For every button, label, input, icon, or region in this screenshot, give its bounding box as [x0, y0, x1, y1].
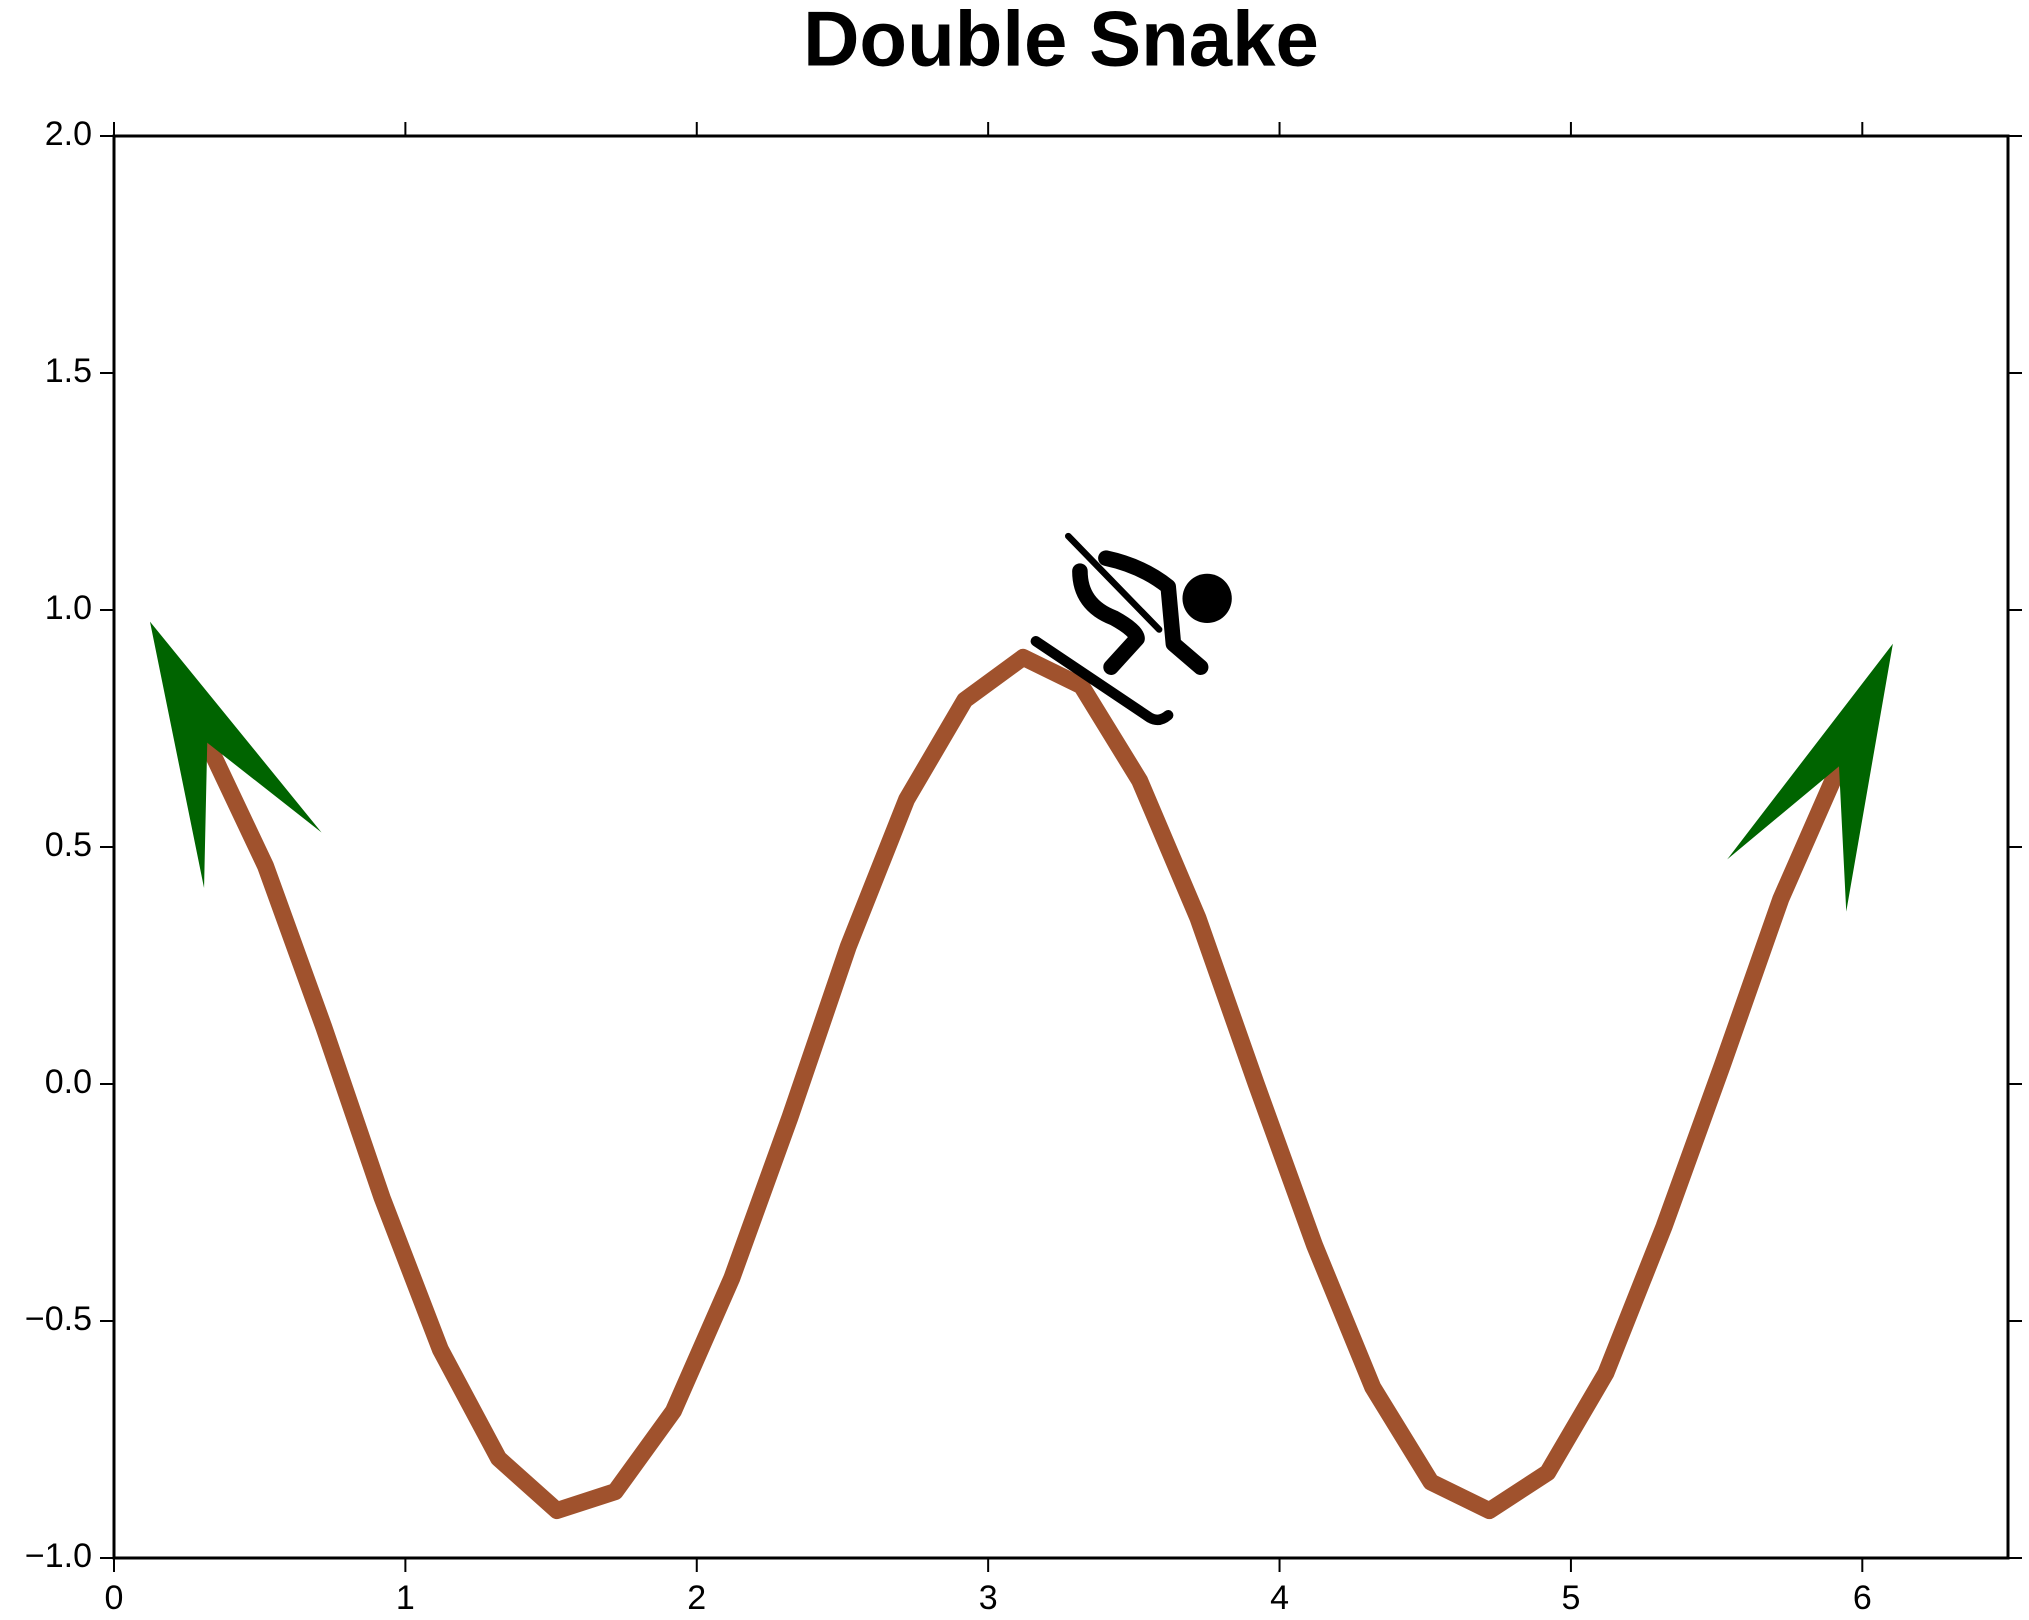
- x-tick-label: 2: [687, 1579, 706, 1617]
- x-tick-label: 3: [979, 1579, 998, 1617]
- arrow-head: [1727, 643, 1893, 912]
- y-tick-label: 0.0: [45, 1063, 92, 1101]
- y-tick-label: 1.0: [45, 589, 92, 627]
- data-line: [199, 648, 1847, 1520]
- plot-area: 0 1 2 3 4 5 6 −1.0 −0.5 0.0 0.5 1.0 1.5 2.0: [25, 115, 2022, 1617]
- chart-title: Double Snake: [803, 0, 1319, 83]
- y-tick-label: 0.5: [45, 826, 92, 864]
- y-tick-label: −1.0: [25, 1537, 92, 1575]
- y-tick-label: 2.0: [45, 115, 92, 153]
- x-tick-label: 6: [1853, 1579, 1872, 1617]
- x-tick-label: 4: [1270, 1579, 1289, 1617]
- y-tick-label: −0.5: [25, 1300, 92, 1338]
- y-tick-label: 1.5: [45, 352, 92, 390]
- x-tick-label: 1: [396, 1579, 415, 1617]
- plot-frame: [112, 134, 2010, 1560]
- x-tick-label: 0: [105, 1579, 124, 1617]
- skier-icon: [1030, 532, 1232, 726]
- arrow-head: [149, 621, 322, 889]
- x-tick-label: 5: [1561, 1579, 1580, 1617]
